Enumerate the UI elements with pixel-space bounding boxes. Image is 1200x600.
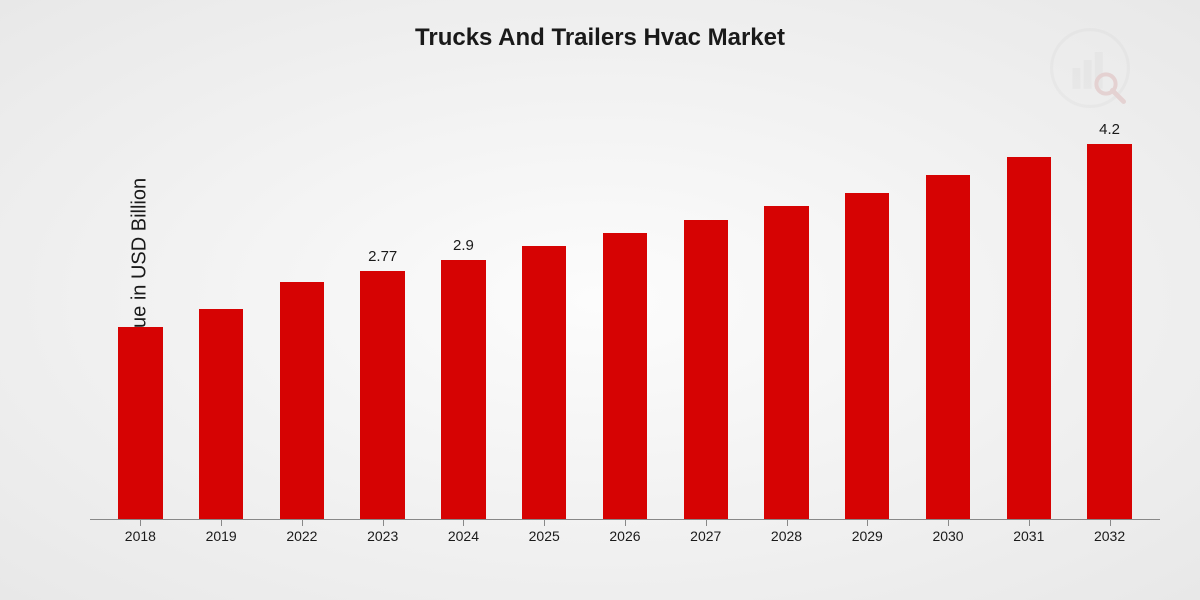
x-tick-label: 2023 xyxy=(342,520,423,544)
chart-title: Trucks And Trailers Hvac Market xyxy=(0,0,1200,52)
x-tick: 2028 xyxy=(746,520,827,550)
x-tick: 2018 xyxy=(100,520,181,550)
bar xyxy=(118,327,162,519)
plot-region: 2.77 2.9 4.2 xyxy=(90,90,1160,520)
x-tick-label: 2026 xyxy=(585,520,666,544)
x-tick: 2025 xyxy=(504,520,585,550)
bar xyxy=(926,175,970,519)
x-tick-label: 2027 xyxy=(665,520,746,544)
x-tick: 2027 xyxy=(665,520,746,550)
chart-area: 2.772.94.2 20182019202220232024202520262… xyxy=(90,90,1160,550)
bar xyxy=(280,282,324,519)
x-tick-label: 2028 xyxy=(746,520,827,544)
bar xyxy=(845,193,889,519)
bar xyxy=(684,220,728,519)
bar xyxy=(360,271,404,519)
bar xyxy=(1007,157,1051,519)
bar xyxy=(199,309,243,519)
x-tick: 2031 xyxy=(988,520,1069,550)
bar-slot xyxy=(100,90,181,519)
bar xyxy=(441,260,485,519)
x-tick-label: 2022 xyxy=(262,520,343,544)
bar xyxy=(603,233,647,519)
bar-slot xyxy=(262,90,343,519)
x-tick: 2026 xyxy=(585,520,666,550)
x-tick-label: 2032 xyxy=(1069,520,1150,544)
bar-value-label: 2.77 xyxy=(368,248,397,265)
bar-slot xyxy=(181,90,262,519)
x-tick: 2024 xyxy=(423,520,504,550)
bar xyxy=(522,246,566,519)
x-tick-label: 2018 xyxy=(100,520,181,544)
bar-slot: 2.9 xyxy=(423,90,504,519)
x-tick: 2022 xyxy=(262,520,343,550)
x-tick-label: 2029 xyxy=(827,520,908,544)
x-tick: 2032 xyxy=(1069,520,1150,550)
x-axis: 2018201920222023202420252026202720282029… xyxy=(90,520,1160,550)
bar-slot xyxy=(746,90,827,519)
x-tick: 2023 xyxy=(342,520,423,550)
x-tick-label: 2019 xyxy=(181,520,262,544)
bar-slot: 2.77 xyxy=(342,90,423,519)
x-tick: 2030 xyxy=(908,520,989,550)
bar-slot xyxy=(585,90,666,519)
x-tick-label: 2030 xyxy=(908,520,989,544)
bar xyxy=(1087,144,1131,519)
bar-slot xyxy=(988,90,1069,519)
x-tick-label: 2025 xyxy=(504,520,585,544)
bar-value-label: 2.9 xyxy=(453,237,474,254)
bar-slot xyxy=(665,90,746,519)
bar-value-label: 4.2 xyxy=(1099,121,1120,138)
bar-slot xyxy=(827,90,908,519)
bar-slot: 4.2 xyxy=(1069,90,1150,519)
bar-slot xyxy=(504,90,585,519)
bar-slot xyxy=(908,90,989,519)
x-tick-label: 2024 xyxy=(423,520,504,544)
x-tick-label: 2031 xyxy=(988,520,1069,544)
bar xyxy=(764,206,808,519)
x-tick: 2029 xyxy=(827,520,908,550)
bars-container: 2.77 2.9 4.2 xyxy=(90,90,1160,519)
x-tick: 2019 xyxy=(181,520,262,550)
